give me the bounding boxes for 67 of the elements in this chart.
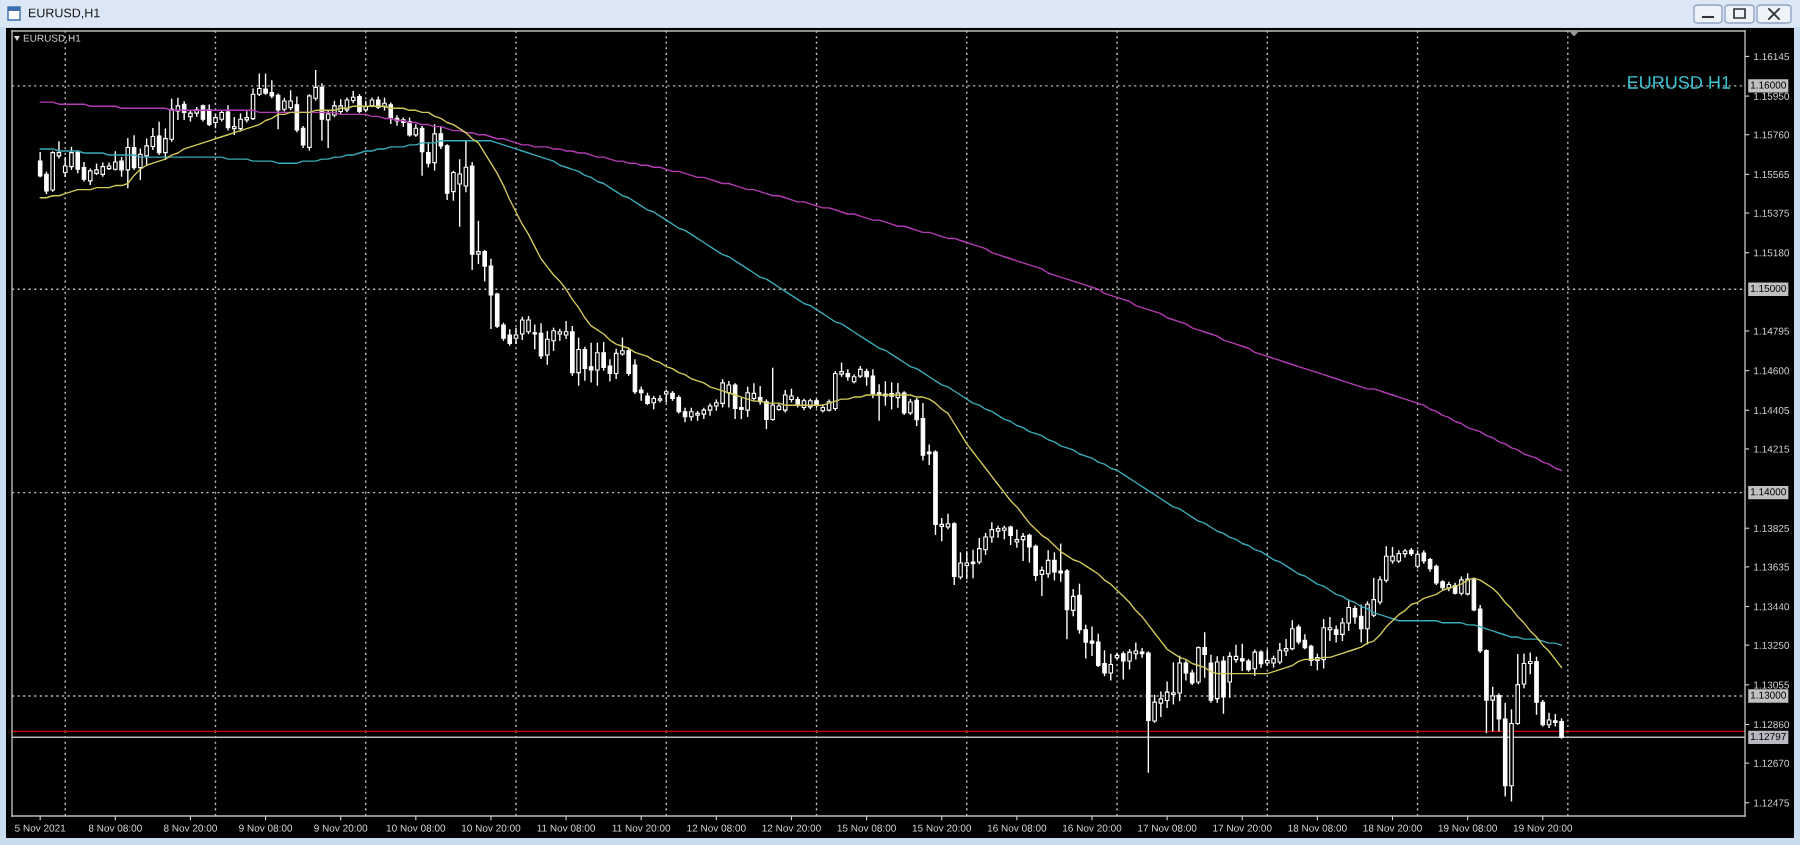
y-tick-label: 1.14795 xyxy=(1754,327,1790,335)
y-tick-label: 1.14600 xyxy=(1754,367,1790,375)
y-tick-label: 1.14405 xyxy=(1754,406,1790,414)
ref-line-label: 1.13000 xyxy=(1750,691,1786,699)
candlestick xyxy=(970,549,976,579)
ref-line-label: 1.12797 xyxy=(1750,732,1786,740)
x-tick-label: 15 Nov 08:00 xyxy=(837,824,896,832)
ref-line-label: 1.14000 xyxy=(1750,488,1786,496)
x-tick-label: 8 Nov 20:00 xyxy=(163,824,218,832)
ref-line-label: 1.15000 xyxy=(1750,284,1786,292)
candlestick xyxy=(56,141,62,159)
x-tick-label: 9 Nov 08:00 xyxy=(239,824,293,832)
x-tick-label: 19 Nov 20:00 xyxy=(1513,824,1573,832)
x-tick-label: 18 Nov 08:00 xyxy=(1288,824,1347,832)
candlestick xyxy=(1402,548,1408,558)
y-tick-label: 1.12860 xyxy=(1754,721,1790,729)
chart-title: EURUSD,H1 xyxy=(29,8,100,19)
y-tick-label: 1.13635 xyxy=(1754,563,1790,571)
x-tick-label: 10 Nov 08:00 xyxy=(386,824,446,832)
candlestick xyxy=(532,324,538,350)
x-tick-label: 17 Nov 20:00 xyxy=(1213,824,1272,832)
candlestick xyxy=(106,162,112,170)
candlestick xyxy=(1139,647,1145,658)
candlestick xyxy=(707,403,713,416)
x-tick-label: 18 Nov 20:00 xyxy=(1363,824,1422,832)
candlestick xyxy=(1283,638,1289,657)
chart-subtitle: EURUSD,H1 xyxy=(23,34,81,43)
y-tick-label: 1.13250 xyxy=(1754,641,1790,649)
y-tick-label: 1.13440 xyxy=(1754,603,1790,611)
y-tick-label: 1.12475 xyxy=(1754,799,1790,807)
candlestick xyxy=(1183,660,1189,681)
y-tick-label: 1.13825 xyxy=(1754,524,1790,532)
candlestick xyxy=(563,320,569,339)
x-tick-label: 17 Nov 08:00 xyxy=(1138,824,1197,832)
x-tick-label: 5 Nov 2021 xyxy=(15,824,66,832)
candlestick xyxy=(1014,529,1020,548)
candlestick xyxy=(1327,617,1333,641)
y-tick-label: 1.14215 xyxy=(1754,445,1790,453)
candlestick xyxy=(1546,712,1552,729)
y-tick-label: 1.15565 xyxy=(1754,171,1790,179)
y-tick-label: 1.15375 xyxy=(1754,209,1790,217)
candlestick xyxy=(1377,576,1383,605)
x-tick-label: 16 Nov 08:00 xyxy=(987,824,1047,832)
x-tick-label: 19 Nov 08:00 xyxy=(1438,824,1497,832)
candlestick xyxy=(945,513,951,530)
x-tick-label: 11 Nov 08:00 xyxy=(537,824,596,832)
candlestick xyxy=(81,161,87,182)
text: EURUSD H1 xyxy=(1628,76,1731,89)
y-tick-label: 1.15180 xyxy=(1754,249,1790,257)
x-tick-label: 15 Nov 20:00 xyxy=(912,824,972,832)
x-tick-label: 12 Nov 08:00 xyxy=(687,824,746,832)
ref-line-label: 1.16000 xyxy=(1750,81,1786,89)
x-tick-label: 10 Nov 20:00 xyxy=(461,824,521,832)
candlestick xyxy=(995,525,1001,538)
x-tick-label: 8 Nov 08:00 xyxy=(88,824,142,832)
x-tick-label: 9 Nov 20:00 xyxy=(314,824,368,832)
y-tick-label: 1.13055 xyxy=(1754,681,1790,689)
y-tick-label: 1.12670 xyxy=(1754,759,1790,767)
x-tick-label: 16 Nov 20:00 xyxy=(1063,824,1122,832)
candlestick xyxy=(513,327,519,345)
x-tick-label: 12 Nov 20:00 xyxy=(762,824,821,832)
candlestick xyxy=(1089,626,1095,657)
x-tick-label: 11 Nov 20:00 xyxy=(612,824,671,832)
y-tick-label: 1.16145 xyxy=(1754,53,1790,61)
y-tick-label: 1.15760 xyxy=(1754,131,1790,139)
y-tick-label: 1.15950 xyxy=(1754,92,1790,100)
candlestick xyxy=(657,395,663,403)
